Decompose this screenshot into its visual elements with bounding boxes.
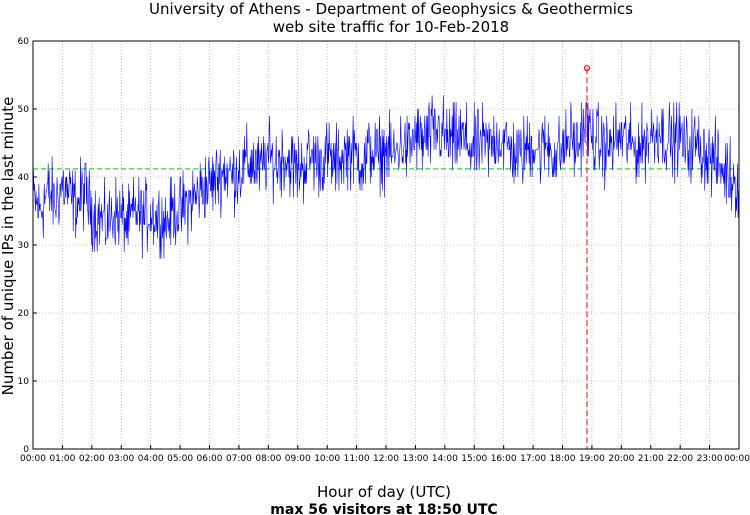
x-tick-label: 05:00 [167, 454, 193, 464]
y-tick-label: 10 [18, 377, 30, 387]
x-tick-label: 11:00 [344, 454, 370, 464]
x-tick-label: 07:00 [226, 454, 252, 464]
x-tick-label: 20:00 [608, 454, 634, 464]
x-tick-label: 23:00 [697, 454, 723, 464]
x-tick-label: 14:00 [432, 454, 458, 464]
x-tick-label: 10:00 [314, 454, 340, 464]
x-tick-label: 06:00 [197, 454, 223, 464]
x-tick-label: 21:00 [638, 454, 664, 464]
x-tick-label: 17:00 [520, 454, 546, 464]
y-axis-label: Number of unique IPs in the last minute [0, 97, 17, 396]
x-tick-label: 15:00 [461, 454, 487, 464]
x-tick-label: 00:00 [20, 454, 46, 464]
x-axis-ticks: 00:00 01:00 02:00 03:00 04:00 05:00 06:00 07:00… [20, 445, 750, 464]
x-tick-label: 02:00 [79, 454, 105, 464]
x-tick-label: 12:00 [373, 454, 399, 464]
x-tick-label: 00:00 [724, 454, 750, 464]
x-tick-label: 16:00 [491, 454, 517, 464]
grid [32, 40, 740, 450]
x-tick-label: 08:00 [255, 454, 281, 464]
y-tick-label: 50 [18, 105, 30, 115]
traffic-series [32, 95, 739, 259]
x-tick-label: 04:00 [138, 454, 164, 464]
x-tick-label: 19:00 [579, 454, 605, 464]
max-visitors-note: max 56 visitors at 18:50 UTC [270, 502, 497, 515]
x-tick-label: 03:00 [108, 454, 134, 464]
y-tick-label: 60 [18, 37, 30, 47]
y-tick-label: 30 [18, 241, 30, 251]
x-axis-label: Hour of day (UTC) [317, 483, 451, 501]
y-axis-ticks: 0 10 20 30 40 50 60 [18, 37, 37, 455]
chart-title: University of Athens - Department of Geo… [149, 0, 633, 18]
x-tick-label: 01:00 [49, 454, 75, 464]
max-marker-point [583, 65, 591, 72]
y-tick-label: 0 [23, 445, 29, 455]
y-tick-label: 20 [18, 309, 30, 319]
x-tick-label: 22:00 [667, 454, 693, 464]
chart-subtitle: web site traffic for 10-Feb-2018 [273, 18, 509, 36]
y-tick-label: 40 [18, 173, 30, 183]
x-tick-label: 18:00 [550, 454, 576, 464]
x-tick-label: 09:00 [285, 454, 311, 464]
max-marker [583, 65, 591, 449]
x-tick-label: 13:00 [402, 454, 428, 464]
traffic-series-line [32, 95, 739, 259]
